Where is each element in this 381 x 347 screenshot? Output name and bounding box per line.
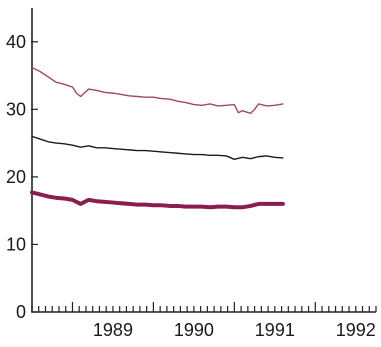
y-tick-label: 30 [6, 99, 26, 119]
y-tick-label: 20 [6, 167, 26, 187]
y-tick-label: 40 [6, 32, 26, 52]
x-tick-label: 1989 [93, 320, 133, 340]
y-tick-label: 0 [16, 302, 26, 322]
ticks [31, 41, 377, 313]
series-line-3 [30, 190, 285, 210]
series-line-1 [31, 66, 284, 115]
x-tick-label: 1991 [255, 320, 295, 340]
x-tick-label: 1992 [336, 320, 376, 340]
tick-labels: 0 10 20 30 40 1989 1990 1991 1992 [6, 32, 376, 340]
y-tick-label: 10 [6, 234, 26, 254]
series-group [30, 66, 285, 210]
series-line-2 [31, 135, 284, 161]
x-tick-label: 1990 [174, 320, 214, 340]
axes [31, 8, 376, 313]
